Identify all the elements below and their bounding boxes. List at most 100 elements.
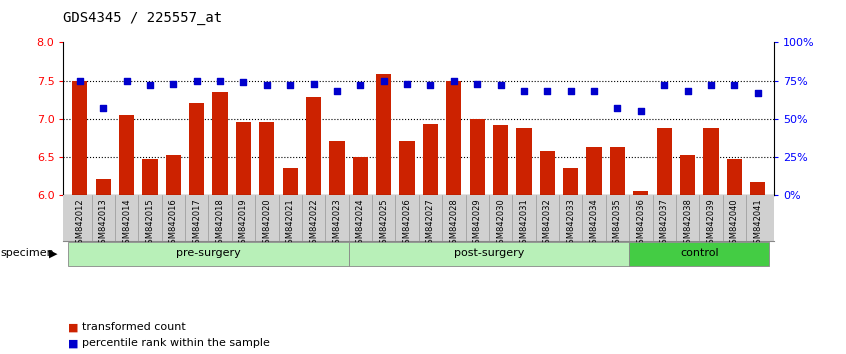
- Text: GSM842029: GSM842029: [473, 198, 481, 249]
- Bar: [750, 182, 766, 195]
- Text: ▶: ▶: [49, 249, 58, 258]
- Bar: [563, 168, 579, 195]
- Bar: [69, 242, 349, 266]
- Point: [167, 81, 180, 86]
- Point: [190, 78, 203, 83]
- Text: GSM842031: GSM842031: [519, 198, 529, 249]
- Text: GSM842028: GSM842028: [449, 198, 459, 249]
- Point: [73, 78, 86, 83]
- Text: GSM842030: GSM842030: [496, 198, 505, 249]
- Point: [283, 82, 297, 88]
- Bar: [540, 150, 555, 195]
- Point: [494, 82, 508, 88]
- Bar: [236, 122, 251, 195]
- Bar: [629, 242, 769, 266]
- Text: pre-surgery: pre-surgery: [176, 249, 241, 258]
- Bar: [680, 155, 695, 195]
- Bar: [516, 128, 531, 195]
- Text: ■: ■: [68, 338, 78, 348]
- Point: [120, 78, 134, 83]
- Point: [541, 88, 554, 94]
- Point: [307, 81, 321, 86]
- Point: [704, 82, 717, 88]
- Text: transformed count: transformed count: [82, 322, 186, 332]
- Point: [377, 78, 391, 83]
- Bar: [283, 168, 298, 195]
- Text: ■: ■: [68, 322, 78, 332]
- Text: specimen: specimen: [1, 249, 55, 258]
- Bar: [119, 115, 135, 195]
- Text: GSM842033: GSM842033: [566, 198, 575, 249]
- Text: GSM842036: GSM842036: [636, 198, 645, 249]
- Text: GSM842024: GSM842024: [356, 198, 365, 249]
- Bar: [329, 141, 344, 195]
- Point: [517, 88, 530, 94]
- Point: [424, 82, 437, 88]
- Point: [400, 81, 414, 86]
- Point: [354, 82, 367, 88]
- Text: GSM842020: GSM842020: [262, 198, 272, 249]
- Point: [96, 105, 110, 111]
- Text: GSM842015: GSM842015: [146, 198, 155, 249]
- Bar: [190, 103, 204, 195]
- Bar: [142, 159, 157, 195]
- Text: GSM842014: GSM842014: [122, 198, 131, 249]
- Bar: [96, 179, 111, 195]
- Bar: [586, 147, 602, 195]
- Point: [657, 82, 671, 88]
- Text: GSM842038: GSM842038: [683, 198, 692, 249]
- Text: GSM842032: GSM842032: [543, 198, 552, 249]
- Text: GSM842025: GSM842025: [379, 198, 388, 249]
- Text: GSM842018: GSM842018: [216, 198, 224, 249]
- Bar: [470, 119, 485, 195]
- Point: [143, 82, 157, 88]
- Point: [213, 78, 227, 83]
- Text: GSM842017: GSM842017: [192, 198, 201, 249]
- Point: [260, 82, 273, 88]
- Text: GSM842039: GSM842039: [706, 198, 716, 249]
- Text: GSM842023: GSM842023: [332, 198, 342, 249]
- Bar: [72, 81, 87, 195]
- Point: [634, 108, 647, 114]
- Text: GSM842035: GSM842035: [613, 198, 622, 249]
- Point: [330, 88, 343, 94]
- Text: GSM842013: GSM842013: [99, 198, 107, 249]
- Bar: [493, 125, 508, 195]
- Text: GDS4345 / 225557_at: GDS4345 / 225557_at: [63, 11, 222, 25]
- Text: GSM842012: GSM842012: [75, 198, 85, 249]
- Bar: [353, 156, 368, 195]
- Text: post-surgery: post-surgery: [453, 249, 524, 258]
- Text: GSM842041: GSM842041: [753, 198, 762, 249]
- Text: GSM842022: GSM842022: [309, 198, 318, 249]
- Bar: [446, 81, 461, 195]
- Text: GSM842019: GSM842019: [239, 198, 248, 249]
- Bar: [703, 128, 718, 195]
- Bar: [423, 124, 438, 195]
- Bar: [376, 74, 392, 195]
- Point: [447, 78, 460, 83]
- Text: GSM842037: GSM842037: [660, 198, 668, 249]
- Bar: [166, 155, 181, 195]
- Point: [470, 81, 484, 86]
- Text: GSM842021: GSM842021: [286, 198, 294, 249]
- Bar: [634, 191, 648, 195]
- Text: percentile rank within the sample: percentile rank within the sample: [82, 338, 270, 348]
- Bar: [212, 92, 228, 195]
- Bar: [610, 147, 625, 195]
- Bar: [656, 128, 672, 195]
- Text: GSM842034: GSM842034: [590, 198, 599, 249]
- Point: [611, 105, 624, 111]
- Bar: [399, 141, 415, 195]
- Text: GSM842027: GSM842027: [426, 198, 435, 249]
- Point: [587, 88, 601, 94]
- Text: GSM842016: GSM842016: [169, 198, 178, 249]
- Point: [681, 88, 695, 94]
- Point: [728, 82, 741, 88]
- Bar: [259, 122, 274, 195]
- Point: [564, 88, 578, 94]
- Bar: [349, 242, 629, 266]
- Point: [751, 90, 765, 96]
- Text: GSM842026: GSM842026: [403, 198, 412, 249]
- Bar: [727, 159, 742, 195]
- Bar: [306, 97, 321, 195]
